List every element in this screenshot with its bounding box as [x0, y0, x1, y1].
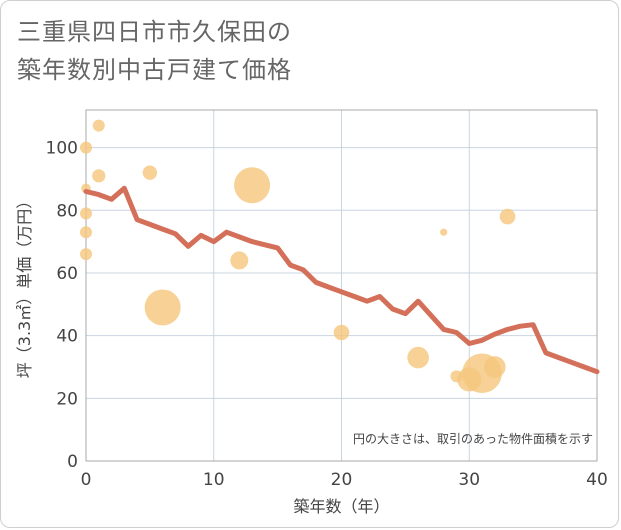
bubble-point — [144, 289, 181, 326]
y-tick-label: 20 — [56, 389, 78, 409]
bubble-point — [440, 228, 448, 236]
bubble-point — [499, 208, 516, 225]
bubble-point — [230, 251, 249, 270]
bubble-point — [80, 141, 92, 154]
series-line — [83, 185, 600, 375]
grid — [85, 110, 598, 462]
bubble-point — [142, 165, 158, 180]
bubble-point — [80, 207, 92, 220]
bubble-point — [234, 167, 271, 204]
y-tick-label: 0 — [67, 452, 78, 472]
x-tick-label: 40 — [586, 470, 608, 490]
y-axis-label: 坪（3.3㎡）単価（万円） — [15, 193, 34, 378]
bubble-point — [92, 169, 106, 183]
bubbles — [80, 119, 516, 394]
chart-title-line-1: 三重県四日市市久保田の — [17, 18, 292, 46]
y-tick-label: 40 — [56, 327, 78, 347]
x-tick-label: 30 — [458, 470, 480, 490]
price-trend — [83, 185, 600, 375]
y-tick-label: 80 — [56, 201, 78, 221]
x-tick-label: 10 — [203, 470, 225, 490]
bubble-point — [407, 346, 429, 369]
x-axis-label: 築年数（年） — [293, 497, 389, 516]
bubble-point — [333, 324, 350, 341]
chart-title-line-2: 築年数別中古戸建て価格 — [17, 56, 292, 84]
bubble-size-note: 円の大きさは、取引のあった物件面積を示す — [353, 431, 593, 446]
bubble-point — [484, 356, 506, 378]
ticks: 0 10 20 30 40 0 20 40 60 80 100 — [46, 139, 608, 490]
y-tick-label: 60 — [56, 264, 78, 284]
bubble-point — [92, 119, 105, 132]
x-tick-label: 0 — [81, 470, 92, 490]
y-tick-label: 100 — [46, 139, 78, 159]
x-tick-label: 20 — [331, 470, 353, 490]
bubble-point — [80, 248, 92, 261]
chart-title: 三重県四日市市久保田の 築年数別中古戸建て価格 — [17, 13, 292, 89]
bubble-point — [80, 226, 92, 239]
plot-area — [85, 109, 598, 462]
